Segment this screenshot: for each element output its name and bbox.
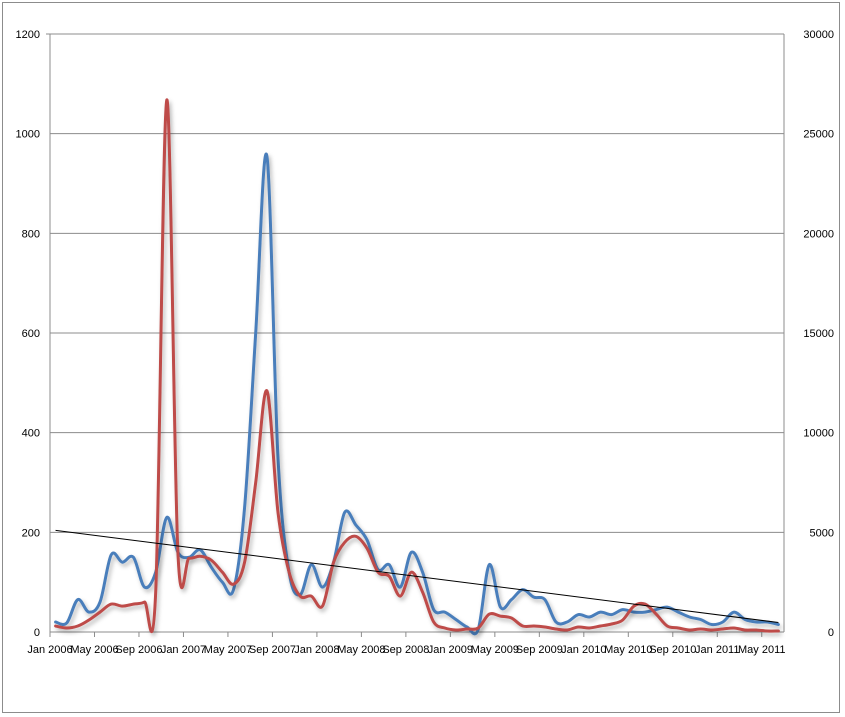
right-y-tick-label: 25000	[803, 129, 834, 141]
x-tick-label: Sep 2008	[382, 644, 429, 656]
x-tick-label: Jan 2006	[27, 644, 72, 656]
x-tick-label: Jan 2009	[428, 644, 473, 656]
x-tick-label: Jan 2010	[561, 644, 606, 656]
right-y-tick-label: 30000	[803, 29, 834, 41]
series-lines	[54, 98, 780, 636]
left-y-tick-label: 1000	[16, 129, 40, 141]
left-y-tick-label: 800	[22, 228, 40, 240]
x-tick-label: Sep 2009	[516, 644, 563, 656]
x-tick-label: May 2009	[471, 644, 519, 656]
left-y-tick-label: 600	[22, 328, 40, 340]
left-y-tick-label: 400	[22, 428, 40, 440]
right-y-tick-label: 10000	[803, 428, 834, 440]
right-y-tick-label: 20000	[803, 228, 834, 240]
x-tick-label: May 2011	[738, 644, 786, 656]
right-y-tick-label: 15000	[803, 328, 834, 340]
x-tick-label: May 2006	[70, 644, 118, 656]
right-y-axis-tick-labels: 0 5000 10000 15000 20000 25000 30000	[803, 29, 834, 639]
x-tick-label: May 2010	[604, 644, 652, 656]
left-y-tick-label: 200	[22, 527, 40, 539]
x-tick-label: Sep 2010	[649, 644, 696, 656]
trend-line	[55, 529, 779, 624]
left-y-tick-label: 0	[34, 627, 40, 639]
x-tick-label: Jan 2008	[294, 644, 339, 656]
axes	[46, 33, 785, 637]
series-line-right-axis	[54, 98, 780, 633]
x-tick-label: May 2008	[337, 644, 385, 656]
x-tick-label: May 2007	[204, 644, 252, 656]
right-y-tick-label: 0	[828, 627, 834, 639]
left-y-tick-label: 1200	[16, 29, 40, 41]
x-tick-label: Jan 2011	[695, 644, 739, 656]
left-y-axis-tick-labels: 0 200 400 600 800 1000 1200	[16, 29, 40, 639]
x-tick-label: Sep 2007	[249, 644, 296, 656]
x-tick-label: Sep 2006	[115, 644, 162, 656]
right-y-tick-label: 5000	[810, 527, 834, 539]
x-tick-label: Jan 2007	[161, 644, 206, 656]
